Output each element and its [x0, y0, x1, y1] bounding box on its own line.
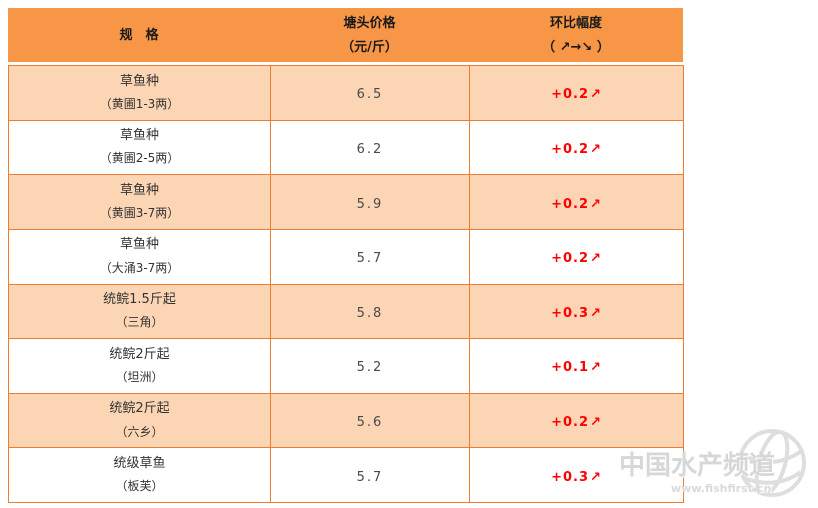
change-cell: +0.2↗ [469, 119, 684, 176]
price-value: 6.5 [356, 87, 384, 103]
change-cell: +0.2↗ [469, 228, 684, 285]
price-value: 6.2 [356, 141, 384, 157]
table-row: 草鱼种 （黄圃2-5两） 6.2 +0.2↗ [8, 119, 684, 176]
change-value: +0.2 [551, 415, 589, 431]
price-value: 5.9 [356, 196, 384, 212]
price-cell: 6.5 [270, 65, 470, 121]
spec-cell: 统鲩2斤起 （六乡） [8, 392, 271, 449]
change-cell: +0.3↗ [469, 283, 684, 340]
trend-up-icon: ↗ [590, 415, 602, 431]
spec-detail: （板芙） [115, 479, 164, 494]
price-table-body: 草鱼种 （黄圃1-3两） 6.5 +0.2↗ 草鱼种 （黄圃2-5两） 6.2 … [8, 65, 684, 503]
change-value: +0.2 [551, 87, 589, 103]
spec-name: 统级草鱼 [113, 455, 166, 471]
spec-cell: 统级草鱼 （板芙） [8, 447, 271, 503]
change-value: +0.2 [551, 251, 589, 267]
change-value: +0.3 [551, 469, 589, 485]
price-cell: 5.6 [270, 392, 470, 449]
price-cell: 5.2 [270, 338, 470, 394]
trend-up-icon: ↗ [590, 305, 602, 321]
change-cell: +0.2↗ [469, 65, 684, 121]
table-row: 统鲩1.5斤起 （三角） 5.8 +0.3↗ [8, 283, 684, 340]
spec-detail: （黄圃1-3两） [99, 96, 180, 111]
price-value: 5.7 [356, 469, 384, 485]
trend-up-icon: ↗ [590, 141, 602, 157]
table-row: 统鲩2斤起 （坦洲） 5.2 +0.1↗ [8, 338, 684, 394]
spec-cell: 草鱼种 （黄圃2-5两） [8, 119, 271, 176]
header-spec-label: 规 格 [119, 27, 159, 43]
price-cell: 5.7 [270, 447, 470, 503]
spec-name: 草鱼种 [119, 128, 159, 144]
price-value: 5.2 [356, 360, 384, 376]
price-cell: 5.8 [270, 283, 470, 340]
spec-detail: （大涌3-7两） [99, 260, 180, 275]
price-cell: 6.2 [270, 119, 470, 176]
globe-icon [731, 422, 813, 508]
watermark-title: 中国水产频道 [619, 451, 776, 481]
header-price: 塘头价格 （元/斤） [270, 8, 469, 62]
watermark-url: www.fishfirst.cn [671, 482, 772, 495]
price-value: 5.6 [356, 415, 384, 431]
spec-name: 草鱼种 [119, 73, 159, 89]
spec-name: 草鱼种 [119, 182, 159, 198]
change-value: +0.2 [551, 141, 589, 157]
header-price-unit: （元/斤） [341, 39, 398, 55]
spec-cell: 草鱼种 （黄圃3-7两） [8, 174, 271, 230]
change-value: +0.2 [551, 196, 589, 212]
trend-up-icon: ↗ [590, 196, 602, 212]
header-change-label: 环比幅度 [549, 15, 602, 31]
price-cell: 5.7 [270, 228, 470, 285]
table-row: 统级草鱼 （板芙） 5.7 +0.3↗ [8, 447, 684, 503]
change-cell: +0.1↗ [469, 338, 684, 394]
spec-detail: （六乡） [115, 424, 164, 439]
change-value: +0.1 [551, 360, 589, 376]
price-value: 5.8 [356, 305, 384, 321]
price-table-header: 规 格 塘头价格 （元/斤） 环比幅度 （ ↗→↘ ） [8, 8, 683, 62]
trend-up-icon: ↗ [590, 87, 602, 103]
spec-detail: （三角） [115, 315, 164, 330]
change-cell: +0.2↗ [469, 392, 684, 449]
table-row: 统鲩2斤起 （六乡） 5.6 +0.2↗ [8, 392, 684, 449]
table-row: 草鱼种 （黄圃1-3两） 6.5 +0.2↗ [8, 65, 684, 121]
spec-detail: （黄圃2-5两） [99, 151, 180, 166]
spec-cell: 统鲩1.5斤起 （三角） [8, 283, 271, 340]
price-value: 5.7 [356, 251, 384, 267]
header-change: 环比幅度 （ ↗→↘ ） [469, 8, 683, 62]
spec-cell: 统鲩2斤起 （坦洲） [8, 338, 271, 394]
change-cell: +0.2↗ [469, 174, 684, 230]
change-cell: +0.3↗ [469, 447, 684, 503]
change-value: +0.3 [551, 305, 589, 321]
header-price-label: 塘头价格 [343, 15, 396, 31]
header-change-arrows: （ ↗→↘ ） [542, 39, 610, 55]
spec-name: 统鲩2斤起 [109, 346, 170, 362]
spec-name: 统鲩2斤起 [109, 401, 170, 417]
price-cell: 5.9 [270, 174, 470, 230]
spec-detail: （坦洲） [115, 369, 164, 384]
trend-up-icon: ↗ [590, 469, 602, 485]
trend-up-icon: ↗ [590, 251, 602, 267]
spec-name: 统鲩1.5斤起 [103, 292, 176, 308]
spec-cell: 草鱼种 （大涌3-7两） [8, 228, 271, 285]
header-spec: 规 格 [8, 8, 270, 62]
spec-detail: （黄圃3-7两） [99, 206, 180, 221]
table-row: 草鱼种 （大涌3-7两） 5.7 +0.2↗ [8, 228, 684, 285]
trend-up-icon: ↗ [590, 360, 602, 376]
spec-cell: 草鱼种 （黄圃1-3两） [8, 65, 271, 121]
spec-name: 草鱼种 [119, 237, 159, 253]
table-row: 草鱼种 （黄圃3-7两） 5.9 +0.2↗ [8, 174, 684, 230]
